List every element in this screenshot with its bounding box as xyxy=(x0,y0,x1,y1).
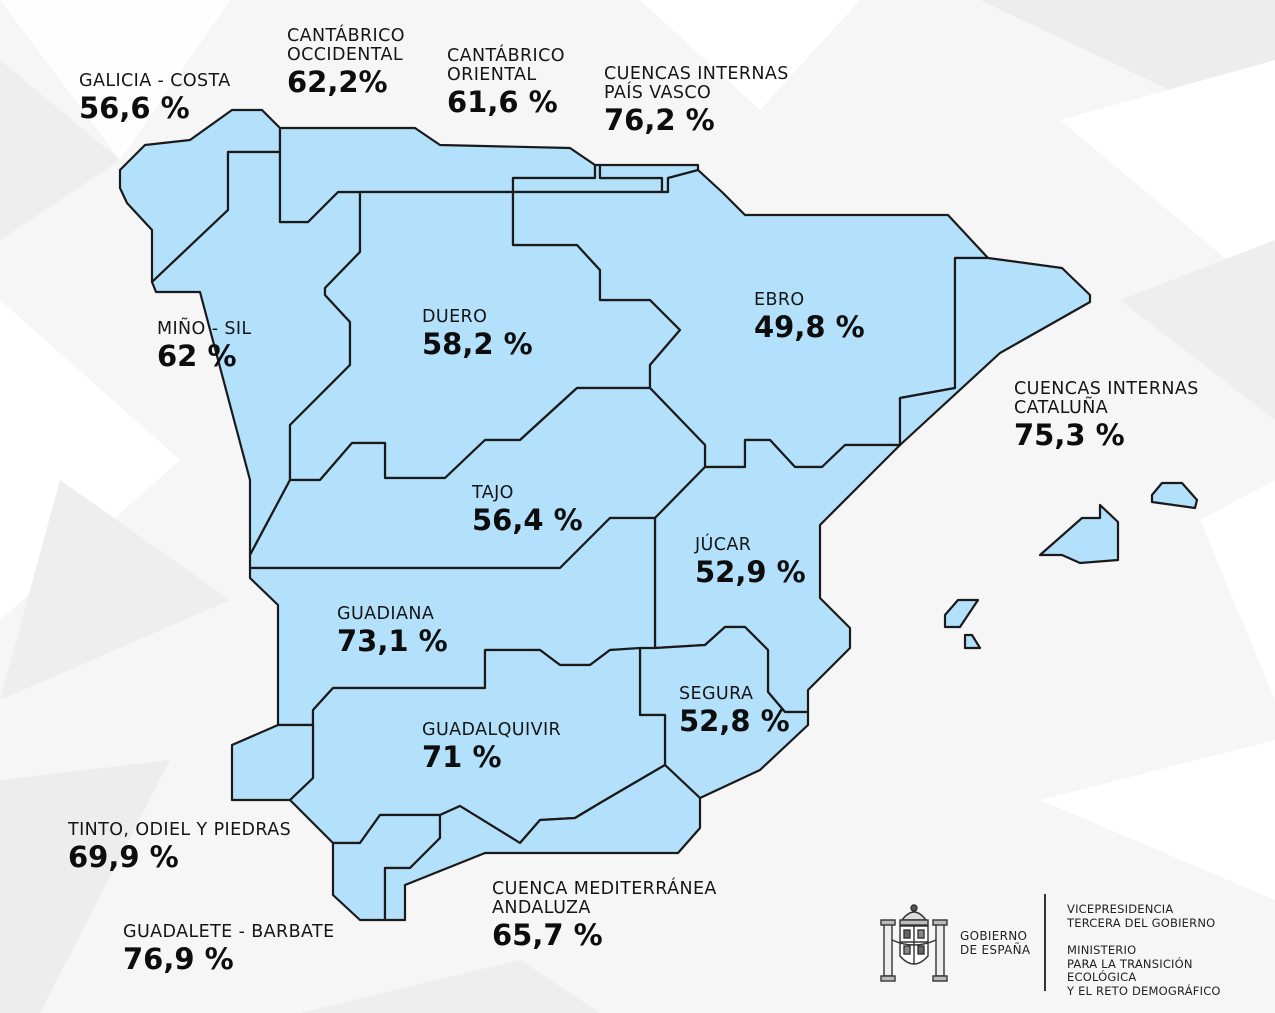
label-cuencas-internas-pais-vasco: CUENCAS INTERNAS PAÍS VASCO 76,2 % xyxy=(604,64,789,138)
region-value: 52,8 % xyxy=(679,704,790,738)
region-name: GUADALQUIVIR xyxy=(422,720,562,740)
region-tinto-odiel-piedras[interactable] xyxy=(230,723,315,802)
island-mallorca[interactable] xyxy=(1038,503,1120,565)
region-name: TAJO xyxy=(472,483,514,503)
label-guadalete-barbate: GUADALETE - BARBATE 76,9 % xyxy=(123,922,335,977)
region-name: CUENCAS INTERNAS CATALUÑA xyxy=(1014,379,1199,418)
region-value: 76,9 % xyxy=(123,942,234,976)
label-galicia-costa: GALICIA - COSTA 56,6 % xyxy=(79,71,231,126)
island-menorca[interactable] xyxy=(1150,481,1199,510)
label-ebro: EBRO 49,8 % xyxy=(754,290,865,345)
region-name: EBRO xyxy=(754,290,805,310)
region-name: CANTÁBRICO ORIENTAL xyxy=(447,46,565,85)
region-value: 52,9 % xyxy=(695,555,806,589)
region-value: 58,2 % xyxy=(422,327,533,361)
region-value: 56,6 % xyxy=(79,91,190,125)
region-cuencas-internas-cataluna[interactable] xyxy=(898,256,1092,447)
region-name: CUENCAS INTERNAS PAÍS VASCO xyxy=(604,64,789,103)
region-name: JÚCAR xyxy=(695,535,752,555)
label-tinto-odiel-piedras: TINTO, ODIEL Y PIEDRAS 69,9 % xyxy=(68,820,292,875)
region-name: GUADIANA xyxy=(337,604,435,624)
footer-divider xyxy=(1044,894,1046,991)
label-jucar: JÚCAR 52,9 % xyxy=(695,535,806,590)
region-value: 73,1 % xyxy=(337,624,448,658)
region-value: 69,9 % xyxy=(68,840,179,874)
government-footer: GOBIERNO DE ESPAÑA VICEPRESIDENCIA TERCE… xyxy=(872,894,1252,997)
label-cuencas-internas-cataluna: CUENCAS INTERNAS CATALUÑA 75,3 % xyxy=(1014,379,1199,453)
region-value: 61,6 % xyxy=(447,85,558,119)
label-cantabrico-oriental: CANTÁBRICO ORIENTAL 61,6 % xyxy=(447,46,565,120)
region-value: 62 % xyxy=(157,339,237,373)
region-name: CANTÁBRICO OCCIDENTAL xyxy=(287,26,405,65)
label-cantabrico-occidental: CANTÁBRICO OCCIDENTAL 62,2% xyxy=(287,26,405,100)
region-name: SEGURA xyxy=(679,684,754,704)
region-value: 62,2% xyxy=(287,65,388,99)
region-value: 71 % xyxy=(422,740,502,774)
region-value: 65,7 % xyxy=(492,918,603,952)
coat-of-arms-icon xyxy=(880,904,948,982)
label-mino-sil: MIÑO - SIL 62 % xyxy=(157,319,252,374)
region-value: 75,3 % xyxy=(1014,418,1125,452)
region-value: 76,2 % xyxy=(604,103,715,137)
region-name: CUENCA MEDITERRÁNEA ANDALUZA xyxy=(492,879,717,918)
region-name: MIÑO - SIL xyxy=(157,319,252,339)
region-cuenca-mediterranea-andaluza[interactable] xyxy=(383,763,702,922)
label-guadiana: GUADIANA 73,1 % xyxy=(337,604,448,659)
island-formentera[interactable] xyxy=(963,633,982,650)
island-ibiza[interactable] xyxy=(943,598,980,629)
region-value: 49,8 % xyxy=(754,310,865,344)
label-cuenca-mediterranea-andaluza: CUENCA MEDITERRÁNEA ANDALUZA 65,7 % xyxy=(492,879,717,953)
label-duero: DUERO 58,2 % xyxy=(422,307,533,362)
gobierno-de-espana-text: GOBIERNO DE ESPAÑA xyxy=(960,929,1031,957)
region-name: TINTO, ODIEL Y PIEDRAS xyxy=(68,820,292,840)
region-name: GALICIA - COSTA xyxy=(79,71,231,91)
ministry-text: MINISTERIO PARA LA TRANSICIÓN ECOLÓGICA … xyxy=(1067,943,1221,998)
label-guadalquivir: GUADALQUIVIR 71 % xyxy=(422,720,562,775)
vicepresidency-text: VICEPRESIDENCIA TERCERA DEL GOBIERNO xyxy=(1067,902,1216,930)
region-name: DUERO xyxy=(422,307,488,327)
label-segura: SEGURA 52,8 % xyxy=(679,684,790,739)
label-tajo: TAJO 56,4 % xyxy=(472,483,583,538)
region-name: GUADALETE - BARBATE xyxy=(123,922,335,942)
region-value: 56,4 % xyxy=(472,503,583,537)
